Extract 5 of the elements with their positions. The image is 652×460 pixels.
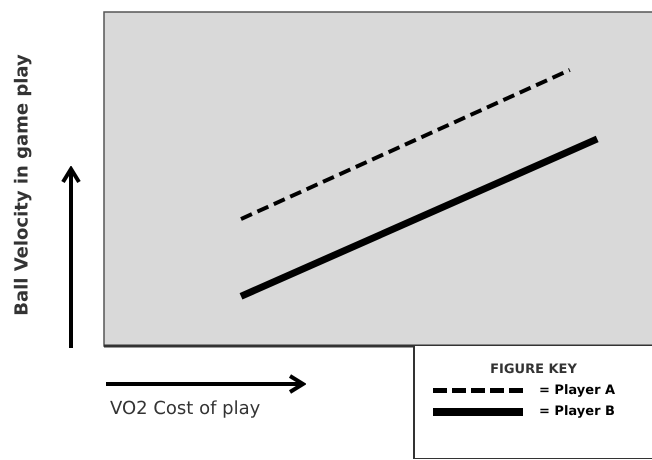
legend-title: FIGURE KEY	[489, 362, 578, 377]
x-axis-title: VO2 Cost of play	[110, 398, 260, 419]
legend-label: = Player A	[539, 383, 616, 398]
y-axis-title: Ball Velocity in game play	[12, 54, 32, 316]
legend-label: = Player B	[539, 404, 615, 419]
